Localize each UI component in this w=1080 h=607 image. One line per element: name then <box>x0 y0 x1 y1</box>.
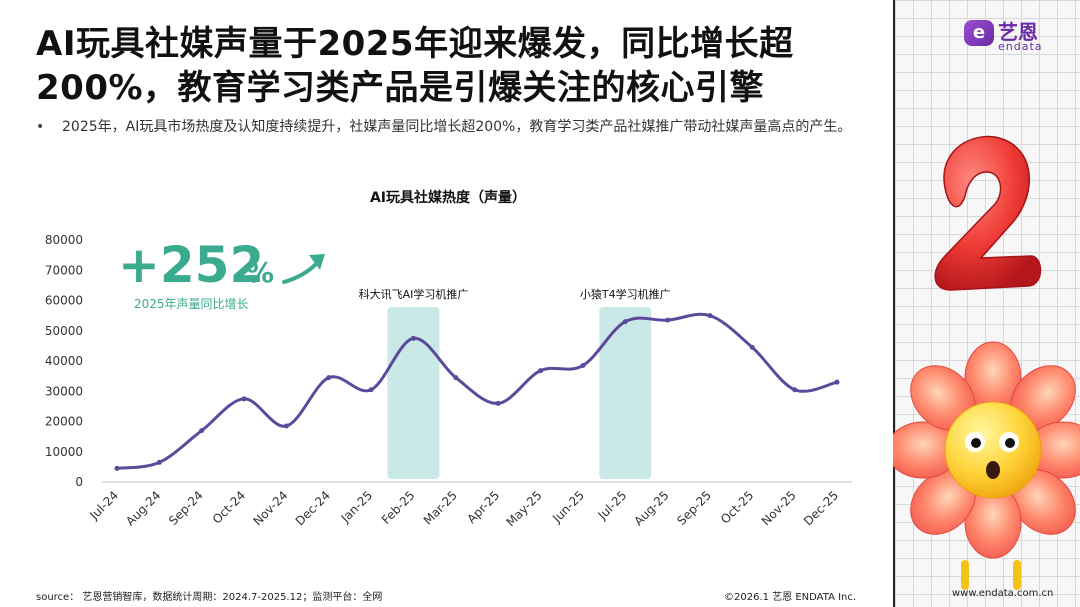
series-line <box>116 312 838 470</box>
line-chart: AI玩具社媒热度（声量） 科大讯飞AI学习机推广 小猿T4学习机推广 0 10000 20… <box>45 189 852 529</box>
x-tick-label: Jun-25 <box>549 488 587 526</box>
x-tick-label: Oct-25 <box>718 488 756 526</box>
x-tick-label: Aug-24 <box>123 488 163 528</box>
highlight-label: 科大讯飞AI学习机推广 <box>359 287 469 301</box>
data-point <box>622 319 628 325</box>
highlight-band <box>599 307 652 479</box>
data-point <box>538 368 544 374</box>
y-tick-label: 60000 <box>45 294 83 308</box>
data-point <box>749 344 755 350</box>
y-tick-label: 30000 <box>45 384 83 398</box>
y-tick-label: 50000 <box>45 324 83 338</box>
x-tick-label: Aug-25 <box>631 488 671 528</box>
flower-mascot-icon <box>893 341 1080 590</box>
x-tick-label: Sep-25 <box>674 488 714 528</box>
chart-title: AI玩具社媒热度（声量） <box>370 189 526 206</box>
data-point <box>368 387 374 393</box>
x-tick-label: Nov-25 <box>759 488 799 528</box>
bullet-point: • 2025年，AI玩具市场热度及认知度持续提升，社媒声量同比增长超200%，教… <box>36 116 866 138</box>
footer-source: source： 艺恩营销智库，数据统计周期：2024.7-2025.12；监测平… <box>36 592 383 603</box>
x-tick-label: Apr-25 <box>464 488 502 526</box>
data-point <box>707 313 713 319</box>
data-point <box>580 363 586 369</box>
y-tick-label: 70000 <box>45 263 83 277</box>
y-tick-label: 0 <box>75 475 83 489</box>
y-tick-label: 40000 <box>45 354 83 368</box>
x-tick-label: Oct-24 <box>210 488 248 526</box>
slide-title: AI玩具社媒声量于2025年迎来爆发，同比增长超200%，教育学习类产品是引爆关… <box>36 24 794 108</box>
trend-arrow-icon <box>282 260 320 284</box>
x-tick-label: Sep-24 <box>166 488 206 528</box>
data-point <box>241 396 247 402</box>
data-point <box>199 428 205 434</box>
x-tick-label: Dec-24 <box>293 488 333 528</box>
x-tick-label: Dec-25 <box>801 488 841 528</box>
footer-copyright: ©2026.1 艺恩 ENDATA Inc. <box>724 592 857 603</box>
data-point <box>283 423 289 429</box>
data-point <box>156 459 162 465</box>
x-tick-label: Mar-25 <box>421 488 460 527</box>
data-point <box>410 335 416 341</box>
y-tick-label: 10000 <box>45 445 83 459</box>
highlight-band <box>387 307 440 479</box>
data-point <box>792 387 798 393</box>
y-tick-label: 20000 <box>45 415 83 429</box>
kpi-unit: % <box>246 256 274 289</box>
decoration-art <box>893 135 1080 590</box>
y-tick-label: 80000 <box>45 233 83 247</box>
bullet-dot-icon: • <box>36 119 45 135</box>
data-point <box>495 400 501 406</box>
brand-logo: e 艺恩 endata <box>964 14 1064 54</box>
kpi-label: 2025年声量同比增长 <box>134 297 249 311</box>
logo-icon: e <box>964 20 994 46</box>
x-tick-label: Jul-24 <box>86 488 121 523</box>
trend-arrowhead-icon <box>309 254 325 270</box>
data-point <box>326 375 332 381</box>
data-point <box>834 379 840 385</box>
number-two-art <box>934 135 1042 291</box>
bullet-text: 2025年，AI玩具市场热度及认知度持续提升，社媒声量同比增长超200%，教育学… <box>62 119 852 135</box>
x-tick-label: Feb-25 <box>379 488 418 527</box>
logo-name-en: endata <box>998 40 1043 53</box>
x-tick-label: Jan-25 <box>338 488 376 526</box>
data-point <box>114 465 120 471</box>
data-point <box>453 375 459 381</box>
highlight-label: 小猿T4学习机推广 <box>580 287 671 301</box>
x-tick-label: Nov-24 <box>250 488 290 528</box>
x-tick-label: Jul-25 <box>595 488 630 523</box>
footer-url: www.endata.com.cn <box>952 588 1054 599</box>
logo-name-cn: 艺恩 <box>998 20 1038 44</box>
kpi-value: +252 <box>118 236 264 294</box>
data-point <box>665 317 671 323</box>
x-tick-label: May-25 <box>503 488 544 529</box>
